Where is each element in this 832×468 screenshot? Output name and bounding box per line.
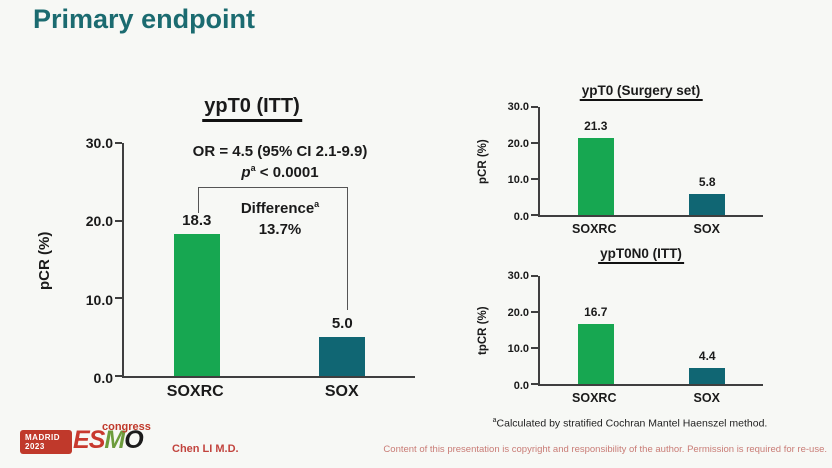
bar-soxrc xyxy=(577,323,614,384)
madrid-2023-badge: MADRID 2023 xyxy=(20,430,72,454)
x-axis-labels: SOXRC SOX xyxy=(122,383,415,401)
y-axis-ticks: 0.0 10.0 20.0 30.0 xyxy=(492,101,538,223)
chart-ypt0-surgery-set: ypT0 (Surgery set) pCR (%) 0.0 10.0 20.0 30… xyxy=(465,83,785,238)
chart-title: ypT0 (ITT) xyxy=(202,95,302,122)
y-tick-label: 10.0 xyxy=(85,291,113,308)
y-tick-label: 0.0 xyxy=(513,380,529,392)
y-tick-mark xyxy=(115,142,122,144)
y-tick-mark xyxy=(531,383,538,385)
y-tick-mark xyxy=(531,311,538,314)
y-tick-mark xyxy=(531,275,538,277)
esmo-congress-logo: MADRID 2023 ESMO congress xyxy=(18,421,158,463)
p-value-text: < 0.0001 xyxy=(255,164,319,181)
bar-slot: 16.7 xyxy=(540,276,652,384)
chart-title: ypT0 (Surgery set) xyxy=(579,83,703,101)
bar-value-label: 5.0 xyxy=(331,315,353,333)
y-tick-label: 30.0 xyxy=(507,270,529,282)
bar-value-label: 5.8 xyxy=(698,175,716,190)
bar-slot: 5.8 xyxy=(652,107,764,215)
y-axis-label: pCR (%) xyxy=(36,231,53,290)
bar-slot: 5.0 xyxy=(270,143,416,376)
logo-year: 2023 xyxy=(25,442,45,451)
category-label: SOX xyxy=(324,383,359,400)
esmo-letter: O xyxy=(124,426,143,454)
bar-slot: 18.3 xyxy=(124,143,270,376)
copyright-disclaimer: Content of this presentation is copyrigh… xyxy=(383,444,827,455)
odds-ratio-text: OR = 4.5 (95% CI 2.1-9.9) xyxy=(192,143,368,160)
y-tick-label: 20.0 xyxy=(85,213,113,230)
y-tick-label: 0.0 xyxy=(93,370,113,386)
esmo-letter: E xyxy=(73,426,90,454)
y-tick-label: 20.0 xyxy=(507,306,529,319)
y-tick-mark xyxy=(531,214,538,216)
y-tick-label: 30.0 xyxy=(507,101,529,113)
category-label: SOXRC xyxy=(572,222,617,236)
x-axis-labels: SOXRC SOX xyxy=(538,222,763,236)
esmo-letter: S xyxy=(88,426,106,454)
category-label: SOX xyxy=(693,391,720,405)
esmo-letter: M xyxy=(104,426,125,454)
plot-area: 16.7 4.4 xyxy=(531,275,764,386)
x-axis-labels: SOXRC SOX xyxy=(538,391,763,405)
plot-area: 21.3 5.8 xyxy=(531,106,764,217)
p-superscript: a xyxy=(250,163,256,173)
bar-sox xyxy=(689,368,726,384)
y-tick-mark xyxy=(531,347,538,350)
difference-annotation: Differencea 13.7% xyxy=(200,194,360,240)
presenter-name: Chen LI M.D. xyxy=(172,443,239,455)
esmo-wordmark: ESMO xyxy=(73,426,144,455)
difference-value: 13.7% xyxy=(258,221,302,238)
odds-ratio-annotation: OR = 4.5 (95% CI 2.1-9.9) xyxy=(125,143,435,160)
y-tick-mark xyxy=(115,375,122,377)
difference-bracket xyxy=(198,187,348,213)
bar-soxrc xyxy=(173,233,220,376)
bar-sox xyxy=(689,194,726,215)
logo-congress-text: congress xyxy=(102,421,151,433)
y-tick-label: 10.0 xyxy=(507,343,529,356)
chart-ypt0-itt: ypT0 (ITT) pCR (%) 0.0 10.0 20.0 30.0 18.3 5… xyxy=(36,95,420,440)
bar-soxrc xyxy=(577,138,614,215)
p-symbol: p xyxy=(241,164,251,181)
difference-bracket-right-leg xyxy=(346,213,348,310)
chart-ypt0n0-itt: ypT0N0 (ITT) tpCR (%) 0.0 10.0 20.0 30.0 16… xyxy=(465,246,785,411)
p-value-annotation: pa < 0.0001 xyxy=(125,163,435,181)
y-tick-label: 30.0 xyxy=(85,135,113,151)
footnote: aCalculated by stratified Cochran Mantel… xyxy=(465,417,795,430)
bar-sox xyxy=(319,337,366,376)
logo-city: MADRID xyxy=(25,433,60,442)
chart-title: ypT0N0 (ITT) xyxy=(598,246,684,264)
bar-slot: 4.4 xyxy=(652,276,764,384)
y-axis-ticks: 0.0 10.0 20.0 30.0 xyxy=(492,270,538,392)
y-tick-mark xyxy=(115,219,122,222)
y-tick-mark xyxy=(115,297,122,300)
y-axis-ticks: 0.0 10.0 20.0 30.0 xyxy=(66,135,122,386)
slide-title: Primary endpoint xyxy=(33,4,256,34)
bar-slot: 21.3 xyxy=(540,107,652,215)
y-tick-label: 0.0 xyxy=(513,211,529,223)
bar-value-label: 21.3 xyxy=(584,119,608,134)
category-label: SOXRC xyxy=(166,383,224,400)
y-tick-label: 10.0 xyxy=(507,174,529,187)
footnote-text: Calculated by stratified Cochran Mantel … xyxy=(496,417,768,430)
bar-value-label: 16.7 xyxy=(584,304,608,319)
bar-value-label: 4.4 xyxy=(698,349,716,364)
footnote-superscript: a xyxy=(492,417,497,424)
plot-area: 18.3 5.0 xyxy=(115,142,416,378)
y-tick-mark xyxy=(531,178,538,181)
category-label: SOX xyxy=(693,222,720,236)
difference-label: Differencea xyxy=(240,199,320,217)
y-tick-mark xyxy=(531,106,538,108)
bar-value-label: 18.3 xyxy=(182,211,212,229)
category-label: SOXRC xyxy=(572,391,617,405)
y-tick-mark xyxy=(531,142,538,145)
y-tick-label: 20.0 xyxy=(507,137,529,150)
